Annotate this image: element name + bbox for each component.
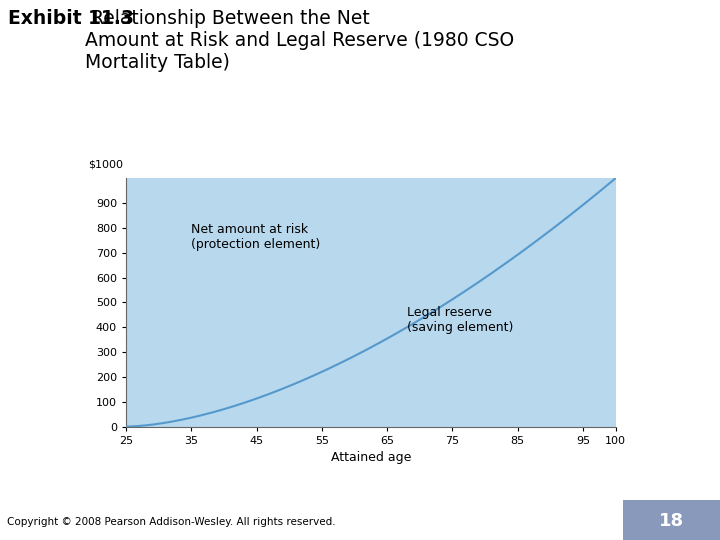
Text: 18: 18: [659, 511, 683, 530]
FancyBboxPatch shape: [623, 500, 720, 540]
Text: Copyright © 2008 Pearson Addison-Wesley. All rights reserved.: Copyright © 2008 Pearson Addison-Wesley.…: [7, 517, 336, 527]
X-axis label: Attained age: Attained age: [330, 451, 411, 464]
Text: Relationship Between the Net
Amount at Risk and Legal Reserve (1980 CSO
Mortalit: Relationship Between the Net Amount at R…: [85, 9, 514, 72]
Text: Legal reserve
(saving element): Legal reserve (saving element): [407, 306, 513, 334]
Text: Net amount at risk
(protection element): Net amount at risk (protection element): [192, 223, 320, 251]
Text: Exhibit 11.3: Exhibit 11.3: [8, 9, 134, 28]
Text: $1000: $1000: [89, 159, 124, 170]
